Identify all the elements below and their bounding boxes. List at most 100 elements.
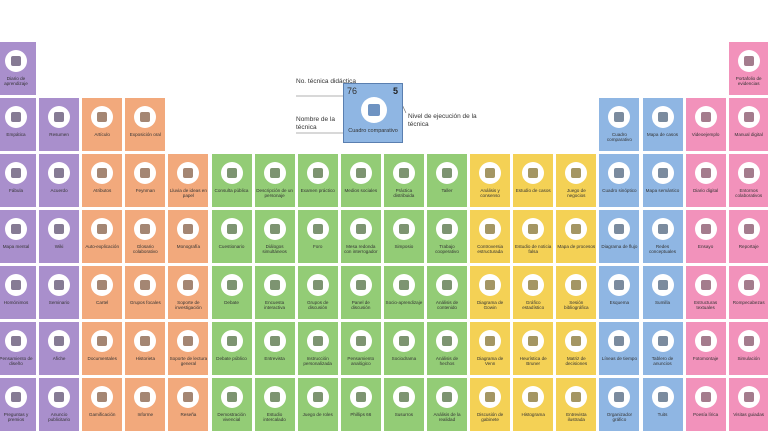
technique-name: Glosario colaborativo <box>132 244 158 254</box>
icon-glyph <box>528 168 539 178</box>
technique-cell: Grupos focales <box>125 266 166 319</box>
icon-glyph <box>743 56 754 66</box>
technique-name: Diagrama de Venn <box>476 356 504 366</box>
icon-glyph <box>614 392 625 402</box>
technique-cell: Pensamiento de diseño <box>0 322 36 375</box>
icon-glyph <box>614 224 625 234</box>
technique-icon <box>479 386 502 408</box>
icon-glyph <box>97 168 108 178</box>
technique-icon <box>91 330 114 352</box>
technique-cell: Cuadro comparativo <box>599 98 640 151</box>
technique-icon <box>737 218 760 240</box>
technique-cell: Grupos de discusión <box>297 266 338 319</box>
technique-cell: Taller <box>427 154 467 207</box>
icon-glyph <box>485 392 496 402</box>
legend-example-level: 5 <box>392 86 398 96</box>
technique-icon <box>177 330 200 352</box>
technique-name: Tuits <box>657 412 668 417</box>
technique-name: Diario de aprendizaje <box>4 76 28 86</box>
icon-glyph <box>571 336 582 346</box>
icon-glyph <box>54 168 65 178</box>
technique-name: Grupos focales <box>129 300 161 305</box>
technique-icon <box>651 162 674 184</box>
technique-icon <box>565 274 588 296</box>
technique-name: Mapa de procesos <box>557 244 596 249</box>
icon-glyph <box>398 224 409 234</box>
technique-cell: Cuestionario <box>211 210 252 263</box>
technique-cell: Mapa mental <box>0 210 36 263</box>
technique-name: Sociodrama <box>391 356 417 361</box>
technique-icon <box>134 274 157 296</box>
technique-name: Socio-aprendizaje <box>385 300 423 305</box>
technique-name: Anuncio publicitario <box>48 412 71 422</box>
technique-name: Historieta <box>135 356 155 361</box>
technique-name: Diálogos simultáneos <box>262 244 287 254</box>
technique-name: Entrevista <box>264 356 285 361</box>
technique-name: Diario digital <box>692 188 719 193</box>
technique-icon <box>436 218 458 240</box>
technique-name: Seminario <box>48 300 70 305</box>
technique-cell: Afiche <box>39 322 80 375</box>
icon-glyph <box>54 224 65 234</box>
technique-cell: Instrucción personalizada <box>297 322 338 375</box>
technique-icon <box>651 330 674 352</box>
technique-name: Fábula <box>8 188 24 193</box>
technique-icon <box>5 50 27 72</box>
technique-cell: Líneas de tiempo <box>599 322 640 375</box>
technique-cell: Visitas guiadas <box>728 378 768 431</box>
technique-icon <box>5 274 27 296</box>
icon-glyph <box>11 112 21 122</box>
technique-icon <box>220 386 243 408</box>
icon-glyph <box>183 280 194 290</box>
technique-cell: Diario digital <box>685 154 726 207</box>
technique-icon <box>522 386 545 408</box>
technique-cell: Monografía <box>168 210 209 263</box>
technique-cell: Entrevista <box>254 322 295 375</box>
technique-icon <box>737 162 760 184</box>
icon-glyph <box>54 392 65 402</box>
technique-icon <box>306 274 329 296</box>
technique-cell: Heurística de Bruner <box>513 322 554 375</box>
technique-icon <box>565 386 588 408</box>
technique-name: Juego de roles <box>302 412 333 417</box>
technique-cell: Análisis de la realidad <box>427 378 467 431</box>
technique-cell: Cartel <box>82 266 123 319</box>
technique-cell: Análisis y consenso <box>470 154 511 207</box>
technique-cell: Diálogos simultáneos <box>254 210 295 263</box>
technique-icon <box>436 274 458 296</box>
technique-name: Mapa semántico <box>645 188 680 193</box>
technique-name: Videoejemplo <box>691 132 720 137</box>
technique-cell: Feynman <box>125 154 166 207</box>
technique-icon <box>134 106 157 128</box>
technique-cell: Exposición oral <box>125 98 166 151</box>
icon-glyph <box>442 168 452 178</box>
icon-glyph <box>700 392 711 402</box>
technique-name: Diagrama de Gowin <box>476 300 504 310</box>
technique-name: Mesa redonda con interrogador <box>344 244 378 254</box>
technique-cell: Mapa semántico <box>642 154 683 207</box>
technique-cell: Controversia estructurada <box>470 210 511 263</box>
icon-glyph <box>269 336 280 346</box>
technique-icon <box>565 162 588 184</box>
technique-icon <box>220 162 243 184</box>
technique-name: Estructuras textuales <box>693 300 718 310</box>
icon-glyph <box>398 336 409 346</box>
technique-cell: Poesía lírica <box>685 378 726 431</box>
icon-glyph <box>140 112 151 122</box>
technique-name: Medios sociales <box>344 188 378 193</box>
technique-icon <box>177 386 200 408</box>
technique-cell: Historieta <box>125 322 166 375</box>
technique-name: Mapa mental <box>2 244 30 249</box>
technique-name: Wiki <box>54 244 64 249</box>
icon-glyph <box>97 112 108 122</box>
technique-cell: Juego de roles <box>297 378 338 431</box>
icon-glyph <box>140 224 151 234</box>
icon-glyph <box>700 112 711 122</box>
technique-name: Fotomontaje <box>692 356 719 361</box>
icon-glyph <box>312 224 323 234</box>
technique-name: Grupos de discusión <box>306 300 329 310</box>
technique-icon <box>349 274 372 296</box>
technique-name: Visitas guiadas <box>733 412 765 417</box>
technique-icon <box>91 106 114 128</box>
technique-cell: Soporte de investigación <box>168 266 209 319</box>
